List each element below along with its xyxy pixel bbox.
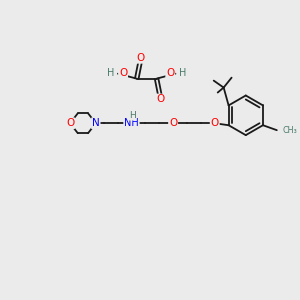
Text: O: O bbox=[66, 118, 74, 128]
Text: N: N bbox=[92, 118, 100, 128]
Text: O: O bbox=[166, 68, 174, 78]
Text: O: O bbox=[169, 118, 177, 128]
Text: H: H bbox=[179, 68, 187, 78]
Text: O: O bbox=[136, 53, 145, 63]
Text: CH₃: CH₃ bbox=[283, 126, 298, 135]
Text: H: H bbox=[129, 111, 136, 120]
Text: NH: NH bbox=[124, 118, 139, 128]
Text: O: O bbox=[156, 94, 165, 104]
Text: O: O bbox=[211, 118, 219, 128]
Text: H: H bbox=[106, 68, 114, 78]
Text: O: O bbox=[119, 68, 127, 78]
